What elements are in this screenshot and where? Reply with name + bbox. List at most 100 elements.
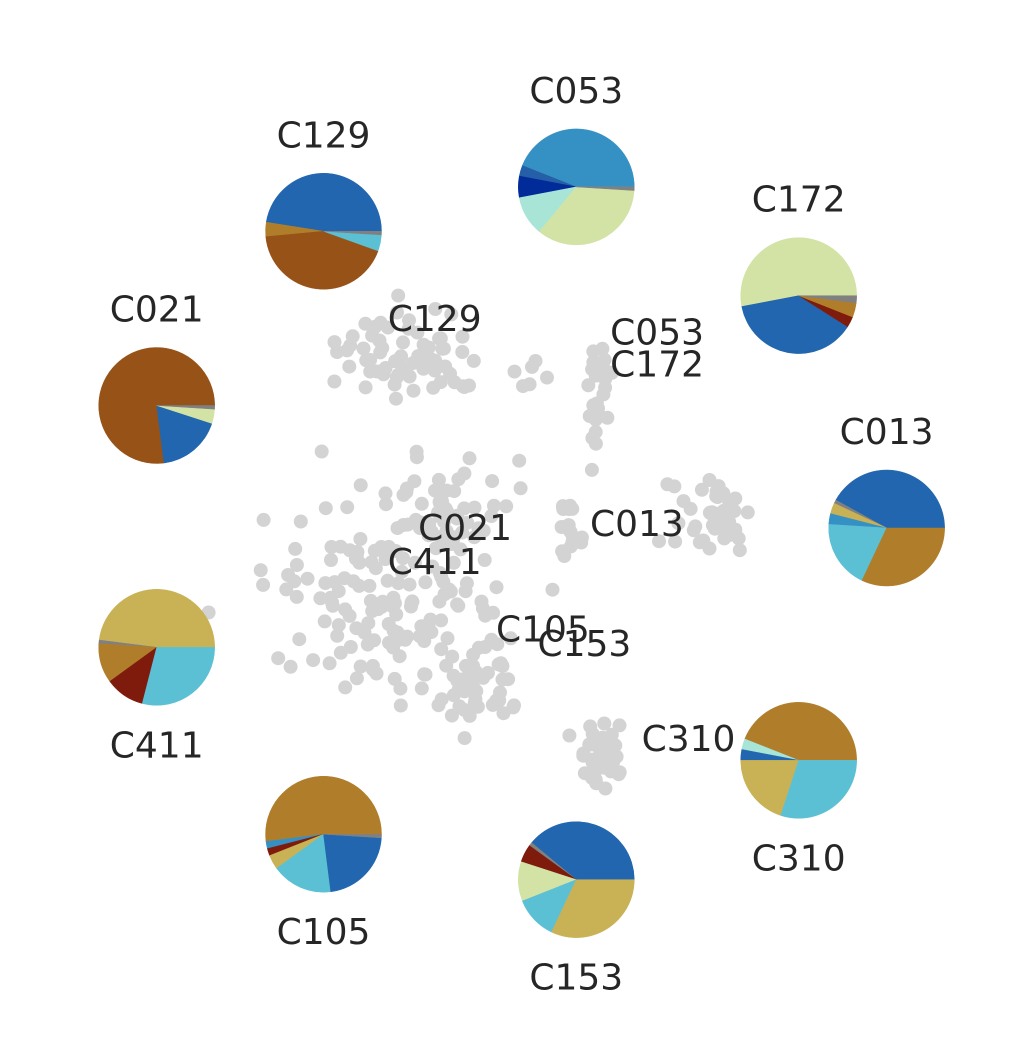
scatter-point xyxy=(378,486,393,501)
cluster-label-c310: C310 xyxy=(642,719,736,760)
scatter-point xyxy=(487,498,501,513)
scatter-point xyxy=(300,571,315,586)
scatter-point xyxy=(562,523,577,538)
scatter-point xyxy=(476,523,491,538)
scatter-point xyxy=(405,594,420,609)
scatter-point xyxy=(458,584,473,599)
scatter-point xyxy=(417,667,432,682)
scatter-point xyxy=(590,760,605,775)
scatter-point xyxy=(740,505,755,520)
scatter-point xyxy=(440,631,455,646)
scatter-point xyxy=(391,288,406,303)
scatter-point xyxy=(372,333,387,348)
scatter-point xyxy=(608,738,623,753)
scatter-point xyxy=(716,521,731,536)
pie-title-c021: C021 xyxy=(110,290,204,331)
scatter-point xyxy=(563,539,578,554)
scatter-point xyxy=(652,534,666,549)
pie-slice xyxy=(156,405,215,410)
scatter-point xyxy=(582,737,597,752)
scatter-point xyxy=(427,363,442,378)
scatter-point xyxy=(710,490,725,505)
scatter-point xyxy=(451,682,466,697)
scatter-point xyxy=(271,651,286,666)
scatter-point xyxy=(667,479,682,494)
scatter-point xyxy=(423,612,438,627)
scatter-point xyxy=(702,473,717,487)
scatter-point xyxy=(306,653,321,668)
scatter-point xyxy=(314,444,329,459)
scatter-point xyxy=(444,307,459,322)
scatter-point xyxy=(318,501,333,516)
scatter-point xyxy=(447,484,462,499)
scatter-point xyxy=(406,383,421,398)
scatter-point xyxy=(374,599,389,614)
pie-slice xyxy=(265,173,382,232)
pie-slice xyxy=(551,879,635,938)
scatter-point xyxy=(412,352,427,367)
scatter-point xyxy=(327,374,342,389)
scatter-point xyxy=(379,497,393,512)
scatter-point xyxy=(380,573,395,588)
scatter-point xyxy=(596,387,611,402)
cluster-label-c053: C053 xyxy=(610,313,704,354)
pie-slice xyxy=(835,469,945,529)
scatter-point xyxy=(324,540,339,554)
scatter-point xyxy=(256,577,271,592)
scatter-point xyxy=(330,628,345,643)
pie-title-c172: C172 xyxy=(752,180,846,221)
scatter-point xyxy=(418,575,433,590)
scatter-point xyxy=(342,359,357,374)
pie-c310 xyxy=(740,702,857,819)
pie-title-c013: C013 xyxy=(840,412,934,453)
scatter-point xyxy=(436,341,451,356)
scatter-point xyxy=(349,671,364,686)
scatter-point xyxy=(281,568,296,582)
scatter-point xyxy=(363,593,378,608)
scatter-point xyxy=(431,472,446,487)
scatter-point xyxy=(386,590,401,605)
scatter-point xyxy=(462,451,477,466)
scatter-point xyxy=(545,582,560,597)
scatter-point xyxy=(408,512,423,527)
pie-c411 xyxy=(98,589,215,706)
scatter-point xyxy=(440,505,455,520)
scatter-point xyxy=(688,519,703,534)
cluster-label-c129: C129 xyxy=(388,299,482,340)
scatter-point xyxy=(386,640,401,655)
scatter-point xyxy=(671,516,686,531)
scatter-point xyxy=(512,453,527,468)
scatter-point xyxy=(586,355,601,370)
scatter-point xyxy=(503,631,518,646)
scatter-point xyxy=(353,532,368,546)
scatter-point xyxy=(381,539,396,554)
scatter-point xyxy=(343,640,358,654)
pie-title-c310: C310 xyxy=(752,838,846,879)
pie-title-c411: C411 xyxy=(110,725,204,766)
scatter-point xyxy=(442,582,456,597)
scatter-point xyxy=(485,697,500,712)
pie-c053 xyxy=(518,128,635,246)
scatter-point xyxy=(256,512,271,527)
scatter-point xyxy=(393,698,408,713)
scatter-point xyxy=(581,378,596,393)
pie-title-c053: C053 xyxy=(529,71,623,112)
pie-slice xyxy=(98,589,215,648)
scatter-point xyxy=(313,591,328,606)
pie-title-c153: C153 xyxy=(529,958,623,999)
scatter-point xyxy=(499,499,514,514)
scatter-point xyxy=(446,668,461,683)
scatter-point xyxy=(360,637,375,652)
scatter-point xyxy=(668,534,683,549)
scatter-point xyxy=(457,731,472,746)
scatter-point xyxy=(457,380,472,394)
scatter-point xyxy=(696,533,711,548)
scatter-point xyxy=(452,699,467,714)
pie-slice xyxy=(780,760,857,819)
scatter-point xyxy=(356,341,371,356)
scatter-point xyxy=(540,370,554,385)
scatter-point xyxy=(683,501,698,516)
scatter-point xyxy=(480,665,495,680)
